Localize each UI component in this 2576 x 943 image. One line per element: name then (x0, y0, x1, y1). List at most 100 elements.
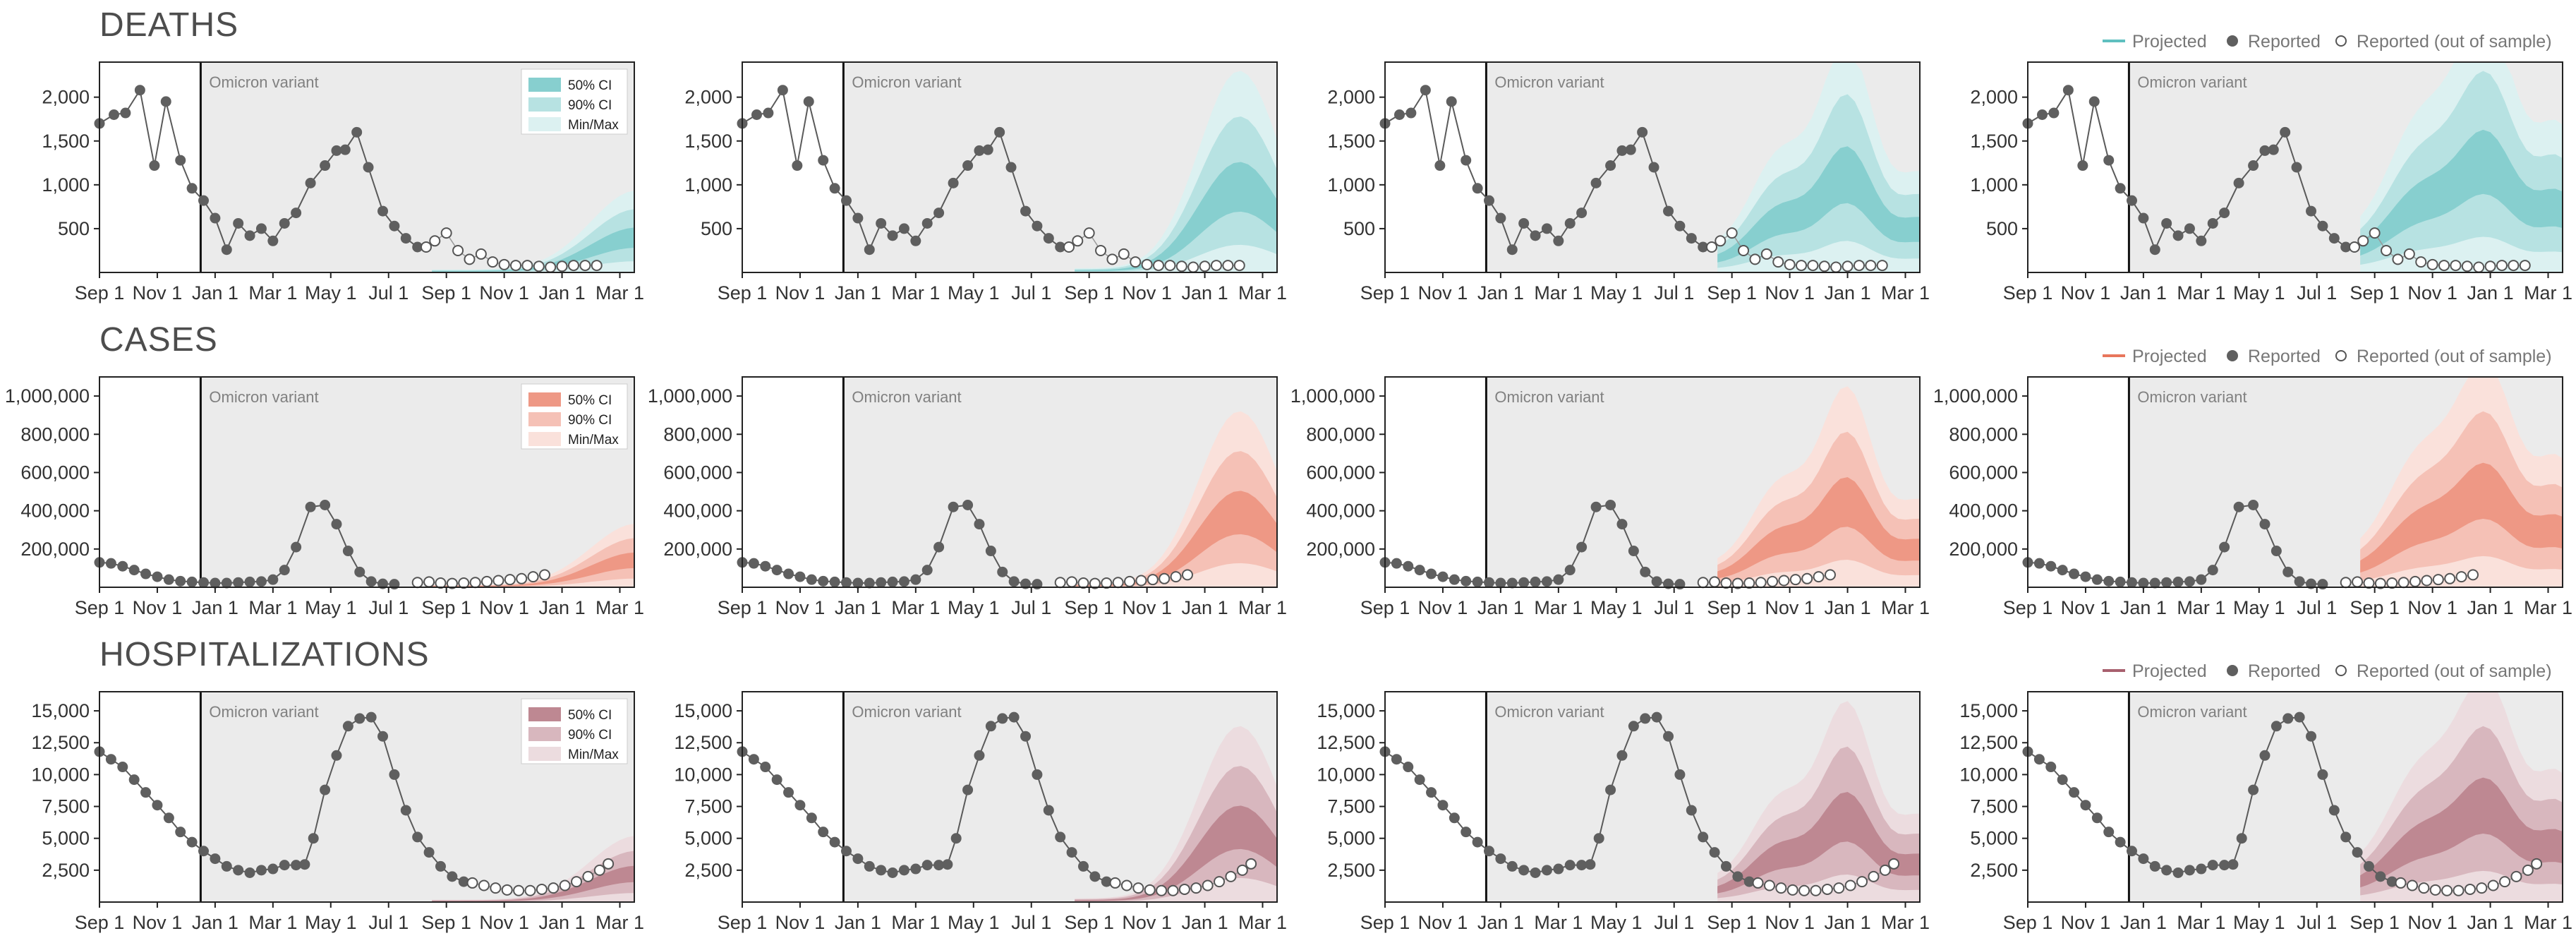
reported-point (120, 107, 131, 119)
reported-point (377, 205, 389, 217)
reported-point (2352, 847, 2363, 858)
legend-out-of-sample-marker (2335, 35, 2347, 47)
reported-point (255, 865, 267, 876)
reported-point (2227, 859, 2239, 870)
out-of-sample-point (2369, 227, 2381, 239)
legend-ci90-swatch (528, 412, 561, 426)
y-tick-label: 800,000 (1949, 424, 2018, 445)
reported-point (1461, 575, 1472, 587)
out-of-sample-point (2473, 261, 2485, 273)
reported-point (803, 96, 814, 107)
x-tick-label: Nov 1 (1765, 912, 1815, 933)
y-tick-label: 15,000 (1959, 700, 2018, 721)
reported-point (982, 144, 993, 155)
out-of-sample-point (1210, 260, 1222, 272)
legend-projected-label: Projected (2132, 347, 2207, 366)
reported-point (806, 812, 817, 824)
legend-reported-marker (2227, 665, 2238, 676)
out-of-sample-point (1156, 884, 1168, 896)
reported-point (1605, 160, 1616, 172)
reported-point (2127, 195, 2138, 206)
y-tick-label: 10,000 (1317, 764, 1375, 785)
reported-point (1005, 162, 1017, 173)
legend-minmax-swatch (528, 432, 561, 446)
reported-point (331, 750, 342, 761)
x-tick-label: Jan 1 (1825, 282, 1871, 304)
out-of-sample-line (1068, 232, 1240, 268)
x-tick-label: Jul 1 (2297, 912, 2337, 933)
x-tick-label: Sep 1 (2350, 282, 2400, 304)
reported-point (2280, 126, 2291, 138)
reported-point (1674, 220, 1686, 232)
x-tick-label: Nov 1 (2407, 597, 2457, 618)
y-tick-label: 400,000 (20, 500, 90, 522)
out-of-sample-point (1141, 258, 1153, 270)
x-tick-label: May 1 (305, 282, 357, 304)
out-of-sample-point (2429, 884, 2441, 896)
reported-point (105, 558, 116, 569)
reported-point (2088, 96, 2100, 107)
x-tick-label: Jan 1 (2120, 912, 2167, 933)
reported-point (985, 721, 996, 732)
reported-point (1393, 109, 1405, 120)
out-of-sample-point (504, 574, 516, 586)
x-tick-label: Nov 1 (2407, 282, 2457, 304)
reported-point (950, 833, 962, 844)
reported-point (1698, 241, 1709, 253)
reported-point (1686, 233, 1697, 244)
reported-point (1605, 500, 1616, 511)
reported-point (2172, 576, 2184, 587)
legend-ci90-label: 90% CI (568, 98, 612, 113)
out-of-sample-point (2406, 879, 2418, 891)
reported-point (377, 731, 389, 742)
reported-point (2294, 576, 2305, 587)
y-tick-label: 200,000 (1306, 539, 1375, 560)
reported-point (299, 859, 310, 870)
reported-point (2127, 846, 2138, 857)
panel-frame (2027, 376, 2563, 588)
reported-point (948, 501, 959, 512)
ci50-band (1717, 146, 1920, 263)
out-of-sample-point (2453, 884, 2465, 896)
y-tick-label: 15,000 (674, 700, 732, 721)
reported-point (921, 217, 933, 229)
reported-point (117, 560, 128, 572)
out-of-sample-point (423, 576, 435, 588)
y-tick-label: 2,500 (684, 860, 732, 881)
reported-point (128, 565, 140, 576)
omicron-annotation: Omicron variant (2137, 703, 2247, 721)
panel-hospitalizations-2: Omicron variant 2,500 5,000 7,500 10,000 12,5… (674, 691, 1287, 933)
reported-point (1530, 576, 1541, 587)
out-of-sample-point (1144, 884, 1156, 896)
out-of-sample-point (1132, 882, 1144, 894)
reported-point (2268, 144, 2279, 155)
out-of-sample-point (1236, 864, 1248, 876)
x-tick-label: Nov 1 (1765, 282, 1815, 304)
reported-point (221, 577, 232, 589)
reported-point (2236, 833, 2247, 844)
reported-point (2161, 865, 2172, 876)
out-of-sample-point (1813, 571, 1825, 583)
out-of-sample-point (2374, 577, 2386, 589)
out-of-sample-point (1066, 576, 1078, 588)
reported-point (198, 195, 210, 206)
reported-point (2080, 571, 2091, 582)
reported-point (2115, 836, 2126, 848)
reported-point (2375, 871, 2386, 882)
out-of-sample-line (1711, 232, 1882, 268)
out-of-sample-point (1767, 575, 1779, 587)
reported-point (244, 230, 255, 241)
x-tick-label: Sep 1 (1064, 912, 1114, 933)
legend-reported-marker (2227, 35, 2238, 47)
x-tick-label: Nov 1 (2061, 597, 2111, 618)
reported-point (794, 571, 806, 582)
legend-ci90-label: 90% CI (568, 413, 612, 428)
reported-point (267, 863, 279, 875)
out-of-sample-point (2363, 577, 2375, 589)
legend-out-of-sample-label: Reported (out of sample) (2357, 32, 2552, 52)
reported-point (1484, 577, 1495, 588)
reported-point (1426, 787, 1437, 798)
out-of-sample-point (533, 260, 545, 272)
reported-point (1414, 774, 1425, 786)
reported-point (783, 568, 794, 579)
